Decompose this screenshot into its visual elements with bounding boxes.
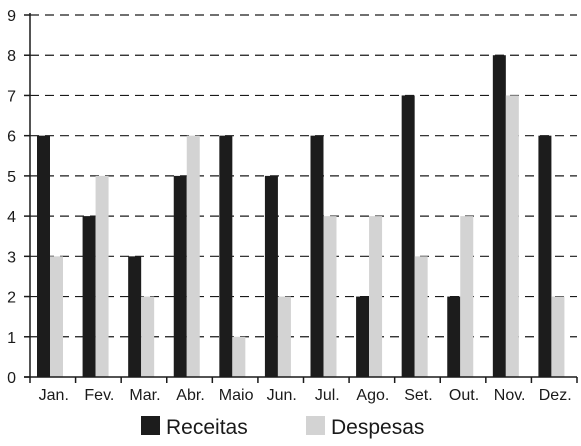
x-tick-label-8: Set. <box>404 387 432 404</box>
x-tick-label-5: Jun. <box>267 387 297 404</box>
despesas-bar-3 <box>186 135 200 377</box>
receitas-bar-9 <box>447 296 461 377</box>
y-tick-label-4: 4 <box>7 209 16 226</box>
x-tick-label-4: Maio <box>219 387 254 404</box>
x-tick-label-10: Nov. <box>494 387 526 404</box>
receitas-bar-2 <box>128 256 142 377</box>
y-tick-label-0: 0 <box>7 370 16 387</box>
despesas-bar-10 <box>505 95 519 377</box>
axes <box>24 13 578 383</box>
x-tick-label-7: Ago. <box>356 387 389 404</box>
x-tick-label-1: Fev. <box>84 387 114 404</box>
legend-swatch-despesas <box>306 416 325 435</box>
legend-label-despesas: Despesas <box>331 416 424 439</box>
receitas-bar-4 <box>219 135 233 377</box>
grid-lines <box>30 14 577 338</box>
despesas-bar-1 <box>95 175 109 377</box>
bars <box>37 55 565 377</box>
legend-label-receitas: Receitas <box>166 416 248 439</box>
despesas-bar-9 <box>460 216 474 377</box>
receitas-bar-11 <box>538 135 552 377</box>
y-tick-label-7: 7 <box>7 88 16 105</box>
despesas-bar-11 <box>551 296 565 377</box>
x-tick-label-2: Mar. <box>129 387 160 404</box>
x-tick-label-0: Jan. <box>39 387 69 404</box>
y-tick-label-5: 5 <box>7 169 16 186</box>
despesas-bar-2 <box>141 296 155 377</box>
y-tick-labels: 0 1 2 3 4 5 6 7 8 9 <box>7 8 16 387</box>
y-tick-label-6: 6 <box>7 129 16 146</box>
legend: Receitas Despesas <box>141 416 424 439</box>
receitas-bar-6 <box>310 135 324 377</box>
receitas-bar-10 <box>492 55 506 377</box>
y-tick-label-2: 2 <box>7 290 16 307</box>
receitas-bar-7 <box>356 296 370 377</box>
x-tick-label-9: Out. <box>449 387 479 404</box>
x-tick-label-11: Dez. <box>539 387 572 404</box>
y-tick-label-3: 3 <box>7 249 16 266</box>
receitas-bar-0 <box>37 135 50 377</box>
receitas-bar-8 <box>401 95 415 377</box>
receitas-bar-5 <box>264 175 278 377</box>
despesas-bar-8 <box>414 256 428 377</box>
despesas-bar-5 <box>277 296 291 377</box>
legend-swatch-receitas <box>141 416 160 435</box>
y-tick-label-9: 9 <box>7 8 16 25</box>
y-tick-label-8: 8 <box>7 48 16 65</box>
despesas-bar-0 <box>50 256 63 377</box>
y-tick-label-1: 1 <box>7 330 16 347</box>
x-tick-label-6: Jul. <box>315 387 340 404</box>
despesas-bar-4 <box>232 336 246 377</box>
receitas-bar-1 <box>82 216 96 377</box>
receitas-bar-3 <box>173 175 187 377</box>
despesas-bar-6 <box>323 216 337 377</box>
x-tick-labels: Jan. Fev. Mar. Abr. Maio Jun. Jul. Ago. Set. Out.… <box>39 387 572 404</box>
despesas-bar-7 <box>369 216 383 377</box>
x-tick-label-3: Abr. <box>176 387 204 404</box>
